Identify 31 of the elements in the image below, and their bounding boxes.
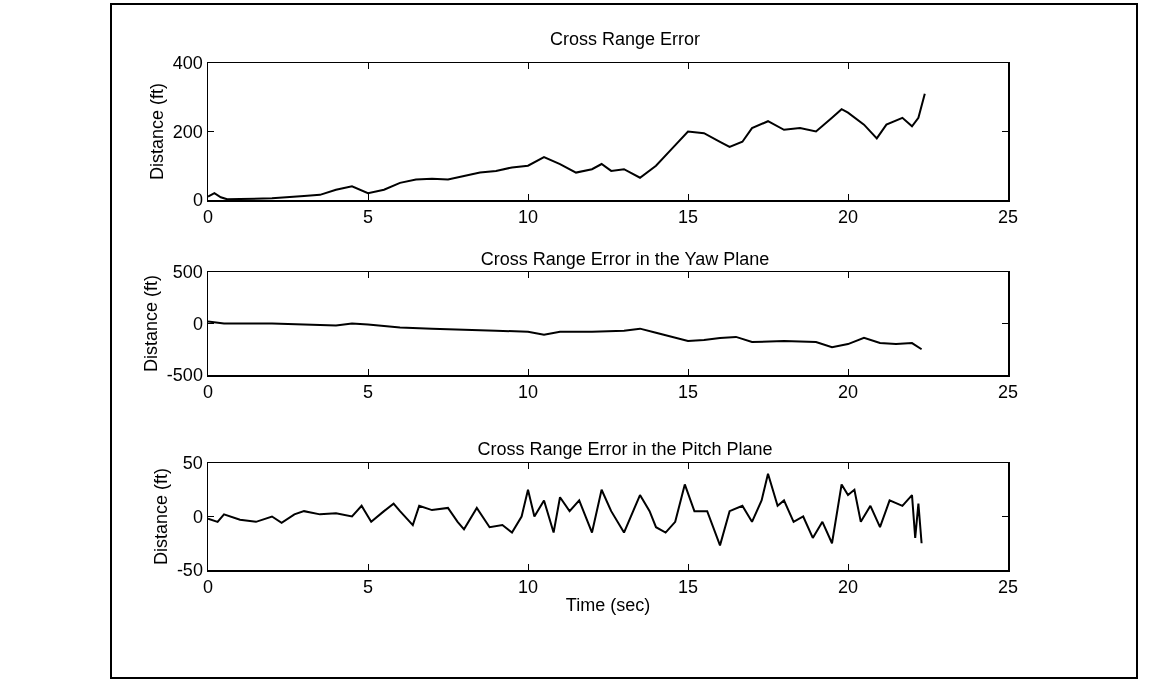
x-tick-label: 5 xyxy=(362,577,374,598)
x-tick-label: 25 xyxy=(997,207,1019,228)
x-tick-label: 15 xyxy=(677,577,699,598)
x-axis-title: Time (sec) xyxy=(565,595,651,615)
y-axis-title: Distance (ft) xyxy=(151,467,172,566)
y-tick-label: 500 xyxy=(172,262,203,283)
y-tick-label: -50 xyxy=(176,560,203,581)
x-tick-label: 20 xyxy=(837,577,859,598)
y-tick-label: 0 xyxy=(192,313,203,334)
y-tick-label: -500 xyxy=(166,365,203,386)
x-tick-label: 15 xyxy=(677,207,699,228)
y-tick-label: 0 xyxy=(192,506,203,527)
x-tick-label: 20 xyxy=(837,382,859,403)
x-tick-label: 25 xyxy=(997,577,1019,598)
y-axis-title: Distance (ft) xyxy=(147,82,168,181)
y-tick-label: 0 xyxy=(192,190,203,211)
x-tick-label: 25 xyxy=(997,382,1019,403)
y-tick-label: 400 xyxy=(172,53,203,74)
y-axis-title: Distance (ft) xyxy=(141,274,162,373)
x-tick-label: 10 xyxy=(517,577,539,598)
chart-title: Cross Range Error in the Yaw Plane xyxy=(480,248,770,269)
x-tick-label: 20 xyxy=(837,207,859,228)
chart-title: Cross Range Error xyxy=(549,28,701,49)
x-tick-label: 5 xyxy=(362,382,374,403)
y-tick-label: 50 xyxy=(182,453,203,474)
x-tick-label: 15 xyxy=(677,382,699,403)
x-tick-label: 5 xyxy=(362,207,374,228)
x-tick-label: 10 xyxy=(517,207,539,228)
chart-title: Cross Range Error in the Pitch Plane xyxy=(477,438,773,459)
x-tick-label: 10 xyxy=(517,382,539,403)
y-tick-label: 200 xyxy=(172,121,203,142)
